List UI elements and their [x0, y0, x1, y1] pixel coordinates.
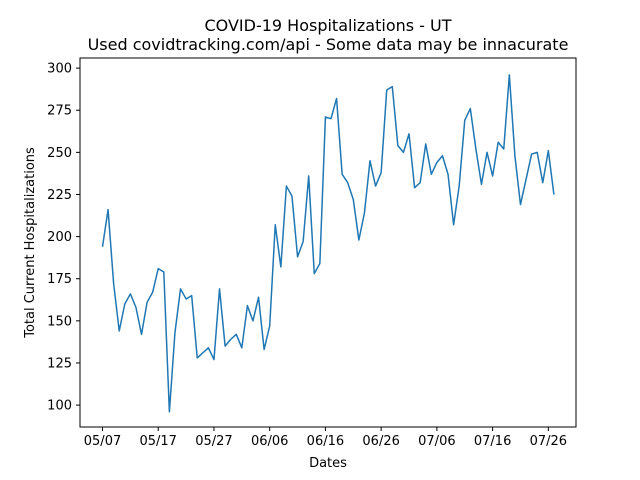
y-tick-label: 200 [47, 230, 72, 245]
x-tick-label: 06/26 [362, 434, 399, 449]
x-tick-label: 06/16 [307, 434, 344, 449]
y-axis: 100 125 150 175 200 225 250 275 300 [47, 62, 80, 414]
y-axis-label: Total Current Hospitalizations [23, 147, 38, 339]
x-axis-label: Dates [309, 456, 347, 471]
plot-area-frame [79, 57, 577, 428]
y-tick-label: 275 [47, 104, 72, 119]
series-layer [101, 74, 555, 413]
y-tick-label: 100 [47, 399, 72, 414]
chart-subtitle: Used covidtracking.com/api - Some data m… [88, 35, 569, 54]
y-tick-label: 150 [47, 314, 72, 329]
y-tick-label: 250 [47, 146, 72, 161]
y-tick-label: 300 [47, 62, 72, 77]
y-tick-label: 125 [47, 356, 72, 371]
x-tick-label: 05/07 [84, 434, 121, 449]
x-tick-label: 07/16 [474, 434, 511, 449]
x-tick-label: 05/17 [139, 434, 176, 449]
x-tick-label: 05/27 [195, 434, 232, 449]
chart-title: COVID-19 Hospitalizations - UT [204, 16, 451, 35]
x-axis: 05/07 05/17 05/27 06/06 06/16 06/26 07/06 07/16… [84, 427, 567, 449]
x-tick-label: 06/06 [251, 434, 288, 449]
x-tick-label: 07/06 [418, 434, 455, 449]
series-line-hospitalizations [101, 74, 555, 413]
y-tick-label: 225 [47, 188, 72, 203]
y-tick-label: 175 [47, 272, 72, 287]
x-tick-label: 07/26 [530, 434, 567, 449]
